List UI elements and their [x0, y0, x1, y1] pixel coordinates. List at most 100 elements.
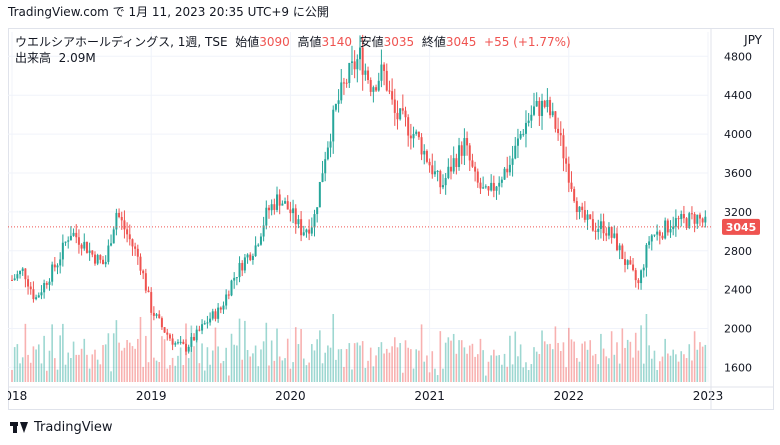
candle-body	[262, 225, 265, 237]
volume-bar	[669, 355, 672, 382]
chart-frame	[8, 28, 774, 410]
volume-bar	[94, 349, 96, 382]
candle-body	[415, 131, 418, 134]
volume-bar	[345, 349, 348, 382]
candle-body	[99, 255, 102, 260]
volume-bar	[99, 364, 102, 382]
volume-bar	[522, 367, 525, 382]
y-tick-label: 4800	[724, 50, 752, 63]
candle-body	[93, 254, 96, 264]
volume-bar	[688, 344, 691, 382]
candle-body	[222, 305, 225, 310]
volume-bar	[661, 356, 664, 382]
candle-body	[37, 295, 40, 298]
candle-body	[35, 297, 38, 300]
candle-body	[704, 216, 707, 223]
candle-body	[21, 268, 24, 271]
volume-bar	[294, 327, 297, 382]
candle-body	[375, 87, 378, 91]
volume-bar	[410, 349, 412, 382]
volume-bar	[383, 353, 385, 382]
candle-body	[664, 220, 667, 239]
volume-bar	[308, 362, 310, 382]
x-tick-label: 2023	[693, 389, 724, 403]
volume-bar	[418, 350, 420, 382]
volume-bar	[43, 335, 45, 382]
candle-body	[690, 213, 693, 215]
volume-bar	[653, 350, 656, 382]
candle-body	[32, 289, 35, 300]
candle-body	[399, 108, 402, 120]
y-tick-label: 3200	[724, 206, 752, 219]
open-value: 3090	[259, 35, 290, 49]
volume-bar	[439, 331, 442, 382]
volume-bar	[543, 341, 546, 382]
volume-bar	[91, 354, 94, 382]
candle-body	[27, 279, 30, 287]
candle-body	[543, 100, 546, 107]
volume-bar	[278, 356, 281, 382]
candle-body	[147, 290, 150, 293]
volume-bar	[182, 365, 185, 382]
candle-body	[64, 241, 67, 243]
candle-body	[251, 256, 254, 260]
candle-body	[294, 208, 297, 225]
candle-body	[120, 216, 123, 221]
candle-body	[492, 182, 495, 191]
candle-body	[211, 311, 214, 319]
candle-body	[570, 182, 573, 190]
candle-body	[409, 135, 412, 139]
volume-bar	[305, 365, 308, 382]
volume-bar	[174, 365, 177, 382]
axes: 1600 2000 2400 2800 3200 3600 4000 4400 4800 2018…	[8, 28, 774, 410]
candles	[11, 34, 707, 356]
volume-bar	[353, 343, 356, 382]
candle-body	[112, 229, 115, 244]
candle-body	[680, 214, 683, 220]
volume-bar	[656, 369, 658, 382]
candle-body	[85, 241, 88, 253]
volume-bar	[238, 318, 241, 382]
candle-body	[297, 219, 300, 225]
volume-bar	[126, 339, 128, 382]
candle-body	[433, 171, 436, 175]
volume-bar	[503, 353, 506, 382]
candle-body	[361, 47, 364, 75]
volume-bar	[67, 352, 70, 382]
candle-body	[541, 100, 544, 116]
candle-body	[407, 117, 410, 136]
candle-body	[653, 234, 656, 236]
volume-bar	[56, 369, 59, 382]
volume-bar	[597, 364, 600, 382]
candle-body	[176, 342, 179, 344]
footer-brand[interactable]: TradingView	[10, 420, 113, 435]
candle-body	[476, 171, 479, 183]
candle-body	[254, 245, 257, 257]
volume-bar	[230, 333, 233, 382]
candle-body	[648, 241, 651, 245]
volume-bar	[699, 342, 701, 382]
volume-bar	[313, 350, 316, 382]
candlestick-chart[interactable]: 1600 2000 2400 2800 3200 3600 4000 4400 4800 2018…	[8, 28, 774, 410]
volume-bar	[187, 358, 190, 382]
candle-body	[388, 90, 391, 92]
volume-bar	[35, 349, 37, 382]
candle-body	[201, 324, 204, 331]
volume-bar	[592, 355, 594, 382]
volume-bar	[570, 339, 573, 382]
candle-body	[551, 111, 554, 116]
volume-bar	[450, 340, 452, 382]
volume-bar	[498, 355, 500, 382]
candle-body	[393, 99, 396, 113]
volume-bar	[664, 338, 666, 382]
candle-body	[11, 279, 13, 281]
candle-body	[284, 201, 287, 204]
candle-body	[383, 64, 386, 71]
volume-bar	[667, 353, 669, 382]
candle-body	[367, 70, 370, 80]
candle-body	[67, 240, 70, 242]
candle-body	[471, 160, 474, 167]
volume-bar	[171, 357, 174, 382]
candle-body	[329, 141, 332, 148]
volume-bar	[701, 346, 704, 382]
